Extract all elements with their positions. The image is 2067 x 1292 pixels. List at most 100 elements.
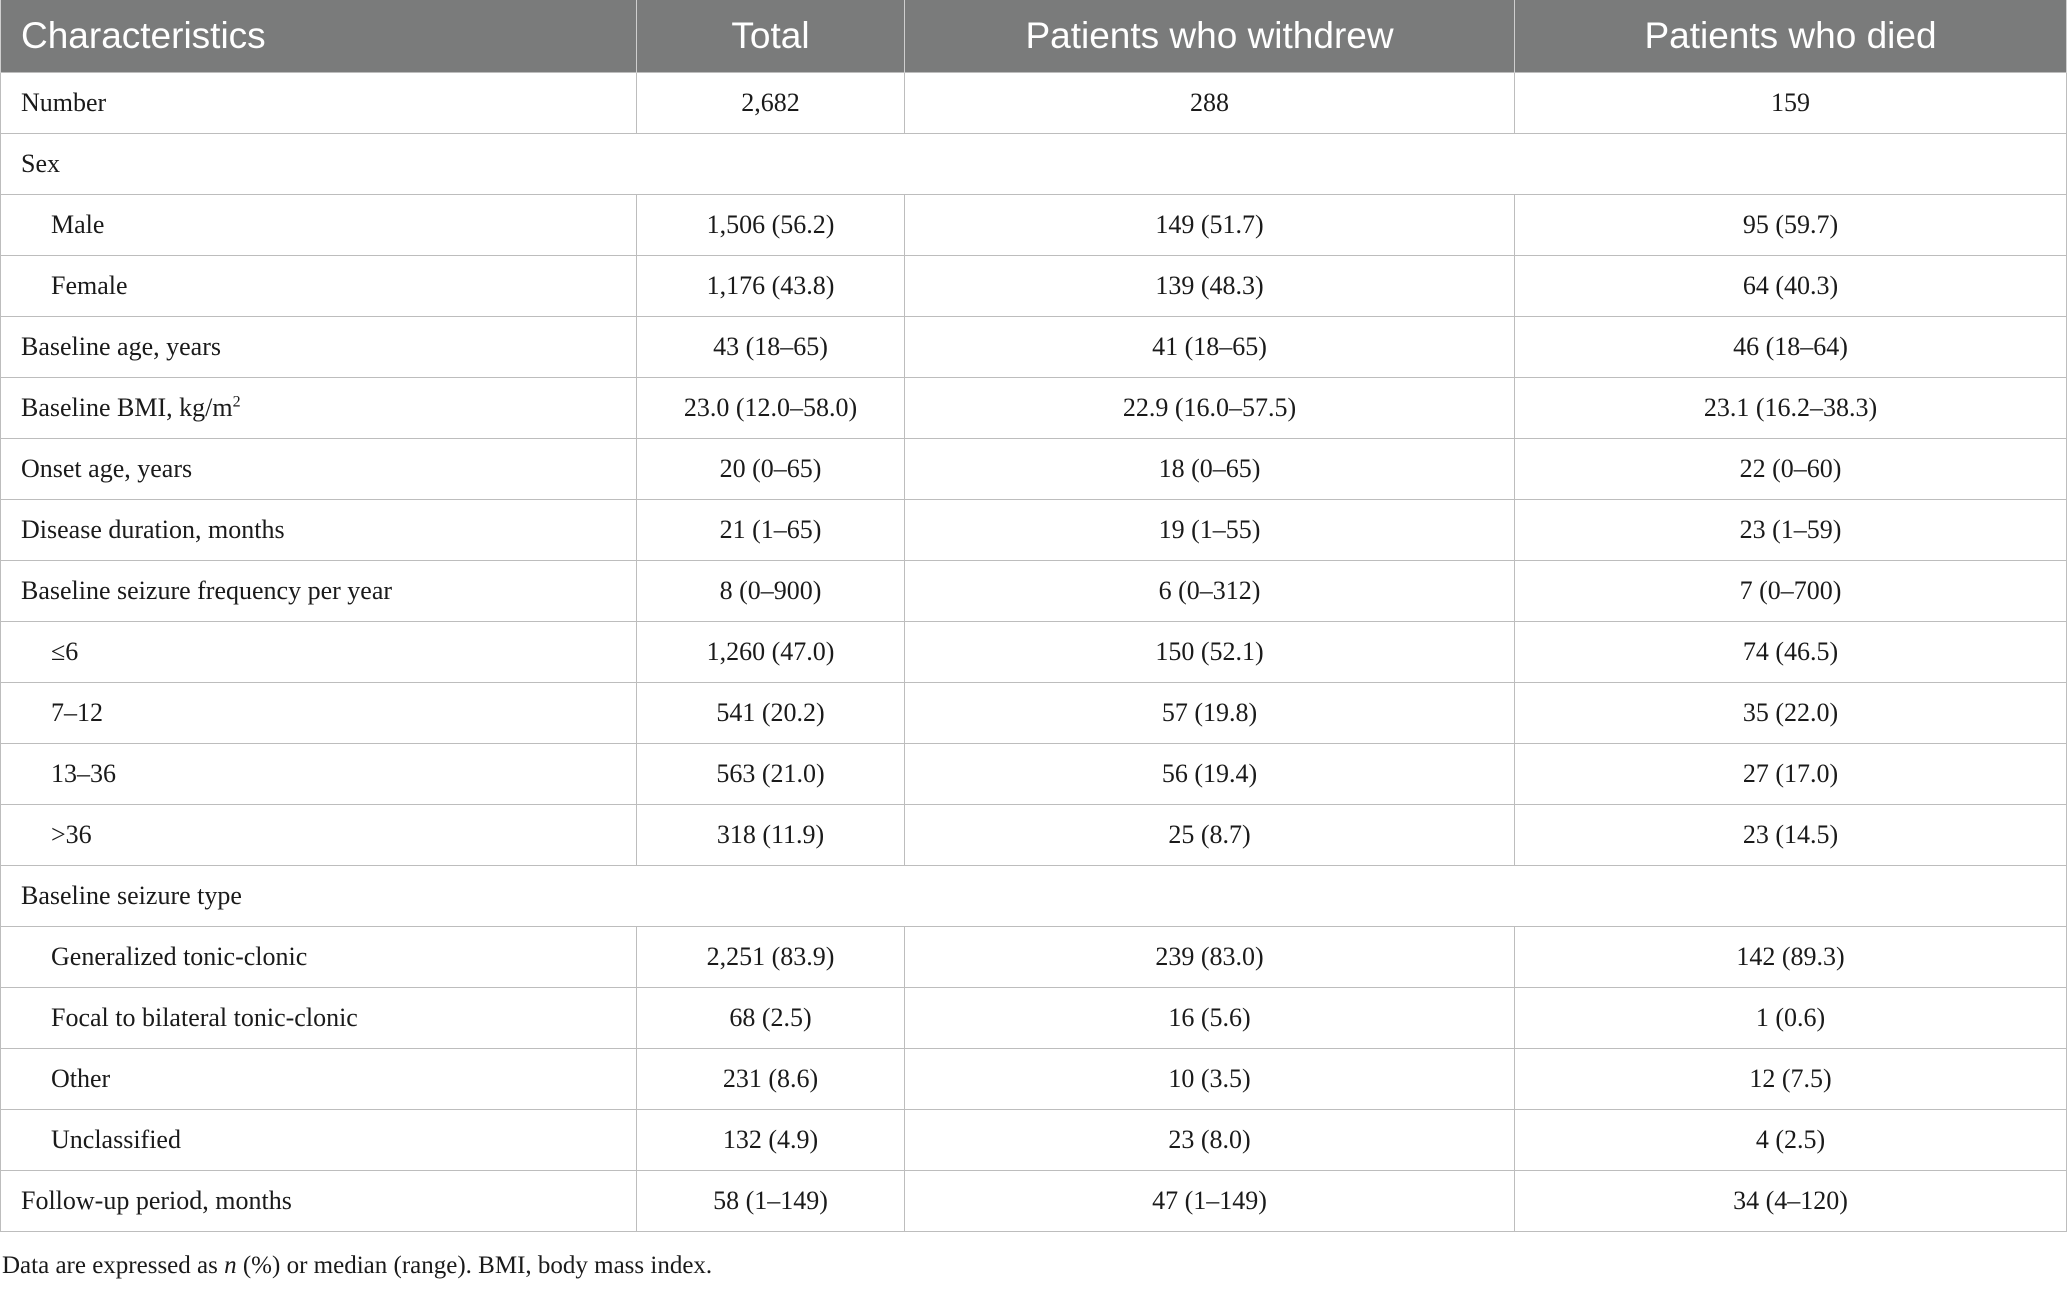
cell-withdrew: 150 (52.1) bbox=[904, 621, 1515, 683]
row-label-text: Focal to bilateral tonic-clonic bbox=[51, 1003, 358, 1032]
row-label-text: Male bbox=[51, 210, 105, 239]
footnote-prefix: Data are expressed as bbox=[2, 1252, 225, 1279]
cell-total: 1,260 (47.0) bbox=[636, 621, 905, 683]
cell-withdrew: 56 (19.4) bbox=[904, 743, 1515, 805]
cell-total: 563 (21.0) bbox=[636, 743, 905, 805]
table-row: Other 231 (8.6) 10 (3.5) 12 (7.5) bbox=[0, 1048, 2067, 1110]
row-label-text: Number bbox=[21, 88, 107, 117]
cell-died: 1 (0.6) bbox=[1514, 987, 2067, 1049]
cell-total: 20 (0–65) bbox=[636, 438, 905, 500]
cell-total: 2,682 bbox=[636, 72, 905, 134]
row-label-text: Baseline seizure frequency per year bbox=[21, 576, 393, 605]
cell-died: 159 bbox=[1514, 72, 2067, 134]
cell-total: 43 (18–65) bbox=[636, 316, 905, 378]
row-label-superscript: 2 bbox=[232, 393, 241, 411]
cell-withdrew: 19 (1–55) bbox=[904, 499, 1515, 561]
row-label-text: Unclassified bbox=[51, 1125, 181, 1154]
table-row: Baseline seizure frequency per year 8 (0–… bbox=[0, 560, 2067, 622]
header-row: Characteristics Total Patients who withd… bbox=[0, 0, 2067, 73]
cell-died: 34 (4–120) bbox=[1514, 1170, 2067, 1232]
table-row: Onset age, years 20 (0–65) 18 (0–65) 22 (0–… bbox=[0, 438, 2067, 500]
row-label: Baseline BMI, kg/m2 bbox=[0, 377, 637, 439]
cell-total: 68 (2.5) bbox=[636, 987, 905, 1049]
table-header: Characteristics Total Patients who withd… bbox=[0, 0, 2067, 73]
row-label-text: Baseline seizure type bbox=[21, 881, 242, 910]
table-row: 13–36 563 (21.0) 56 (19.4) 27 (17.0) bbox=[0, 743, 2067, 805]
row-label: Follow-up period, months bbox=[0, 1170, 637, 1232]
row-label-text: Generalized tonic-clonic bbox=[51, 942, 308, 971]
header-died: Patients who died bbox=[1514, 0, 2067, 73]
row-label-text: Other bbox=[51, 1064, 111, 1093]
cell-died: 35 (22.0) bbox=[1514, 682, 2067, 744]
cell-withdrew: 41 (18–65) bbox=[904, 316, 1515, 378]
row-label-text: Onset age, years bbox=[21, 454, 193, 483]
cell-died: 142 (89.3) bbox=[1514, 926, 2067, 988]
row-label: Other bbox=[0, 1048, 637, 1110]
cell-died: 23 (14.5) bbox=[1514, 804, 2067, 866]
row-label: 13–36 bbox=[0, 743, 637, 805]
cell-died: 4 (2.5) bbox=[1514, 1109, 2067, 1171]
cell-withdrew: 6 (0–312) bbox=[904, 560, 1515, 622]
row-label: Unclassified bbox=[0, 1109, 637, 1171]
row-label: Onset age, years bbox=[0, 438, 637, 500]
cell-died: 23.1 (16.2–38.3) bbox=[1514, 377, 2067, 439]
cell-withdrew: 16 (5.6) bbox=[904, 987, 1515, 1049]
cell-withdrew: 47 (1–149) bbox=[904, 1170, 1515, 1232]
cell-total: 132 (4.9) bbox=[636, 1109, 905, 1171]
cell-total: 21 (1–65) bbox=[636, 499, 905, 561]
row-label: ≤6 bbox=[0, 621, 637, 683]
cell-died: 7 (0–700) bbox=[1514, 560, 2067, 622]
row-label: >36 bbox=[0, 804, 637, 866]
table-row: Follow-up period, months 58 (1–149) 47 (1–… bbox=[0, 1170, 2067, 1232]
table-row: Female 1,176 (43.8) 139 (48.3) 64 (40.3) bbox=[0, 255, 2067, 317]
row-label-text: Sex bbox=[21, 149, 60, 178]
row-label: Generalized tonic-clonic bbox=[0, 926, 637, 988]
row-label-text: 7–12 bbox=[51, 698, 103, 727]
cell-died: 12 (7.5) bbox=[1514, 1048, 2067, 1110]
cell-died: 27 (17.0) bbox=[1514, 743, 2067, 805]
header-total: Total bbox=[636, 0, 905, 73]
characteristics-table: Characteristics Total Patients who withd… bbox=[0, 0, 2067, 1232]
table-row: >36 318 (11.9) 25 (8.7) 23 (14.5) bbox=[0, 804, 2067, 866]
row-label: Male bbox=[0, 194, 637, 256]
section-row: Baseline seizure type bbox=[0, 865, 2067, 927]
row-label: Baseline seizure frequency per year bbox=[0, 560, 637, 622]
cell-died: 23 (1–59) bbox=[1514, 499, 2067, 561]
table-row: Baseline age, years 43 (18–65) 41 (18–65) 4… bbox=[0, 316, 2067, 378]
cell-withdrew: 10 (3.5) bbox=[904, 1048, 1515, 1110]
row-label: 7–12 bbox=[0, 682, 637, 744]
row-label-text: Baseline age, years bbox=[21, 332, 221, 361]
cell-withdrew: 22.9 (16.0–57.5) bbox=[904, 377, 1515, 439]
table-row: Baseline BMI, kg/m2 23.0 (12.0–58.0) 22.9 … bbox=[0, 377, 2067, 439]
table-row: Generalized tonic-clonic 2,251 (83.9) 239 … bbox=[0, 926, 2067, 988]
table-row: Focal to bilateral tonic-clonic 68 (2.5) 1… bbox=[0, 987, 2067, 1049]
row-label: Disease duration, months bbox=[0, 499, 637, 561]
footnote-italic: n bbox=[224, 1252, 237, 1279]
cell-withdrew: 149 (51.7) bbox=[904, 194, 1515, 256]
table-row: Disease duration, months 21 (1–65) 19 (1–5… bbox=[0, 499, 2067, 561]
cell-withdrew: 139 (48.3) bbox=[904, 255, 1515, 317]
section-row: Sex bbox=[0, 133, 2067, 195]
row-label-text: Female bbox=[51, 271, 128, 300]
cell-died: 46 (18–64) bbox=[1514, 316, 2067, 378]
cell-withdrew: 23 (8.0) bbox=[904, 1109, 1515, 1171]
row-label: Baseline age, years bbox=[0, 316, 637, 378]
header-characteristics: Characteristics bbox=[0, 0, 637, 73]
row-label: Number bbox=[0, 72, 637, 134]
row-label: Focal to bilateral tonic-clonic bbox=[0, 987, 637, 1049]
cell-withdrew: 25 (8.7) bbox=[904, 804, 1515, 866]
table-row: Unclassified 132 (4.9) 23 (8.0) 4 (2.5) bbox=[0, 1109, 2067, 1171]
row-label-text: ≤6 bbox=[51, 637, 79, 666]
row-label-text: 13–36 bbox=[51, 759, 116, 788]
row-label-text: Disease duration, months bbox=[21, 515, 285, 544]
table-row: Number 2,682 288 159 bbox=[0, 72, 2067, 134]
row-label-text: >36 bbox=[51, 820, 92, 849]
row-label: Female bbox=[0, 255, 637, 317]
row-label: Sex bbox=[0, 133, 2067, 195]
table-body: Number 2,682 288 159 Sex Male 1,506 (56.2) 149 … bbox=[0, 72, 2067, 1232]
cell-total: 23.0 (12.0–58.0) bbox=[636, 377, 905, 439]
cell-died: 74 (46.5) bbox=[1514, 621, 2067, 683]
cell-total: 8 (0–900) bbox=[636, 560, 905, 622]
cell-died: 64 (40.3) bbox=[1514, 255, 2067, 317]
